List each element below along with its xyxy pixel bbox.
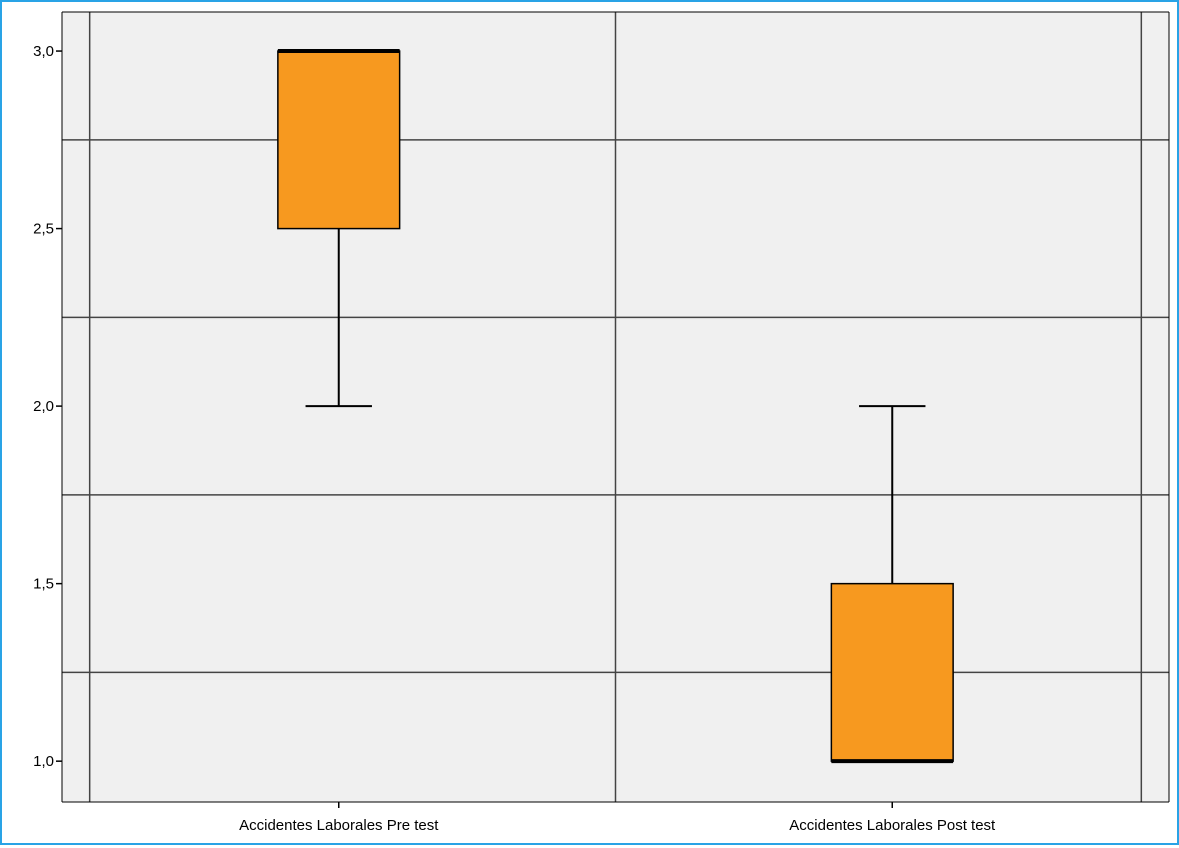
y-tick-label: 1,5 — [33, 576, 54, 593]
x-tick-label: Accidentes Laborales Pre test — [239, 817, 439, 834]
box-iqr — [830, 582, 954, 762]
y-tick-label: 1,0 — [33, 753, 54, 770]
y-tick-label: 2,0 — [33, 398, 54, 415]
box-iqr — [277, 50, 401, 230]
y-tick-label: 2,5 — [33, 221, 54, 238]
x-tick-label: Accidentes Laborales Post test — [789, 817, 996, 834]
y-tick-label: 3,0 — [33, 43, 54, 60]
